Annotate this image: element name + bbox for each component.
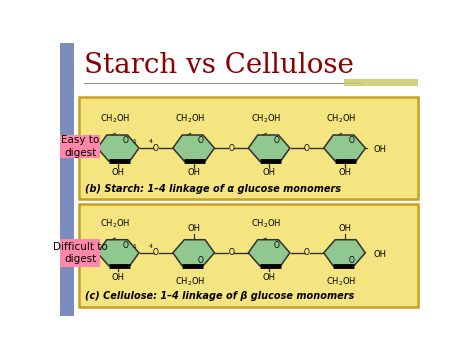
Text: OH: OH (263, 273, 275, 282)
Text: O: O (349, 256, 355, 264)
Text: OH: OH (112, 273, 125, 282)
Text: 4: 4 (148, 244, 153, 249)
Polygon shape (173, 135, 214, 161)
Polygon shape (97, 240, 139, 266)
Polygon shape (248, 240, 290, 266)
Text: O: O (122, 136, 128, 146)
Text: O: O (198, 136, 204, 146)
FancyBboxPatch shape (79, 97, 418, 199)
Text: Easy to
digest: Easy to digest (61, 135, 100, 158)
Text: O: O (153, 143, 159, 153)
Polygon shape (173, 240, 214, 266)
Text: HO: HO (77, 247, 90, 256)
Text: CH$_2$OH: CH$_2$OH (326, 276, 356, 288)
Text: O: O (122, 241, 128, 250)
Text: O: O (304, 248, 310, 257)
Text: OH: OH (112, 168, 125, 177)
Text: OH: OH (263, 168, 275, 177)
Text: (b) Starch: 1–4 linkage of α glucose monomers: (b) Starch: 1–4 linkage of α glucose mon… (85, 184, 341, 193)
Text: 1: 1 (132, 139, 137, 144)
Text: OH: OH (338, 224, 351, 233)
Text: O: O (273, 136, 279, 146)
Text: CH$_2$OH: CH$_2$OH (100, 113, 130, 125)
Text: Difficult to
digest: Difficult to digest (53, 242, 108, 264)
FancyBboxPatch shape (61, 239, 100, 267)
Text: OH: OH (187, 168, 200, 177)
Text: CH$_2$OH: CH$_2$OH (175, 276, 206, 288)
Text: O: O (228, 248, 234, 257)
Text: OH: OH (187, 224, 200, 233)
Polygon shape (97, 135, 139, 161)
Text: CH$_2$OH: CH$_2$OH (251, 113, 281, 125)
Text: O: O (273, 241, 279, 250)
Text: O: O (349, 136, 355, 146)
Text: OH: OH (373, 250, 386, 259)
Text: O: O (304, 143, 310, 153)
Text: (c) Cellulose: 1–4 linkage of β glucose monomers: (c) Cellulose: 1–4 linkage of β glucose … (85, 291, 355, 301)
Text: Starch vs Cellulose: Starch vs Cellulose (83, 52, 354, 79)
Text: 4: 4 (148, 139, 153, 144)
Text: O: O (153, 248, 159, 257)
Text: CH$_2$OH: CH$_2$OH (175, 113, 206, 125)
Text: HO: HO (77, 142, 90, 151)
Text: CH$_2$OH: CH$_2$OH (326, 113, 356, 125)
Text: OH: OH (338, 168, 351, 177)
Polygon shape (248, 135, 290, 161)
Text: O: O (228, 143, 234, 153)
FancyBboxPatch shape (61, 43, 74, 316)
Text: CH$_2$OH: CH$_2$OH (251, 217, 281, 230)
Polygon shape (324, 240, 365, 266)
Text: OH: OH (373, 145, 386, 154)
Text: CH$_2$OH: CH$_2$OH (100, 217, 130, 230)
Text: O: O (198, 256, 204, 264)
FancyBboxPatch shape (61, 135, 100, 158)
Text: 1: 1 (132, 244, 137, 249)
FancyBboxPatch shape (344, 79, 418, 86)
FancyBboxPatch shape (79, 204, 418, 307)
Polygon shape (324, 135, 365, 161)
